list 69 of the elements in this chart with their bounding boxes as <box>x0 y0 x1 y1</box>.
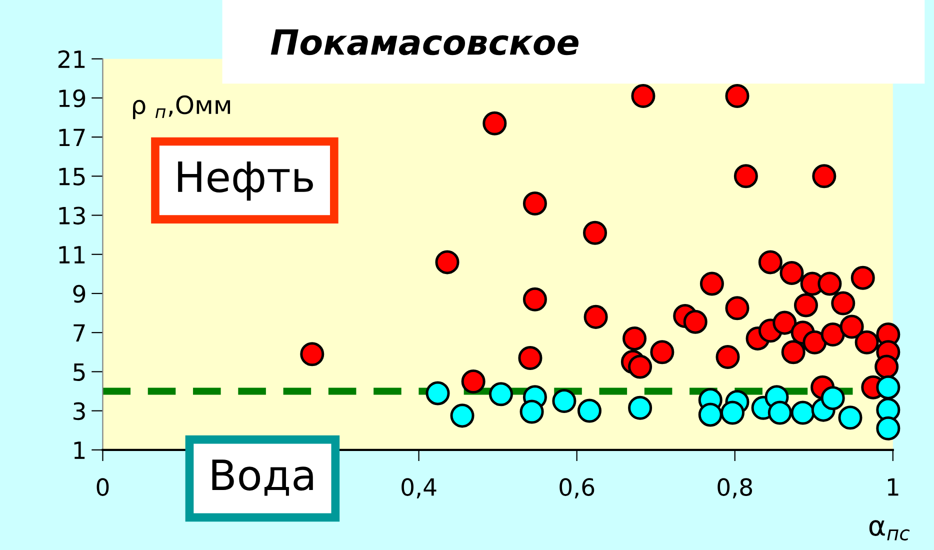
point <box>698 402 722 427</box>
point <box>450 404 474 428</box>
point <box>850 266 875 290</box>
point <box>683 310 708 334</box>
point <box>820 386 845 410</box>
point <box>700 272 724 296</box>
point <box>552 389 576 414</box>
y-tick-label: 7 <box>74 324 85 342</box>
point <box>482 111 507 136</box>
point <box>622 326 647 350</box>
point <box>584 304 608 329</box>
point <box>758 250 782 274</box>
text: Вода <box>212 460 313 496</box>
point <box>781 340 806 364</box>
point <box>838 406 862 430</box>
x-tick-label: 0 <box>96 478 109 496</box>
y-tick-label: 11 <box>59 246 85 264</box>
point <box>734 164 758 188</box>
point <box>461 369 486 394</box>
point <box>583 220 608 245</box>
point <box>820 322 845 347</box>
point <box>831 291 856 316</box>
point <box>426 381 450 406</box>
y-tick-label: 5 <box>74 363 85 381</box>
y-tick-label: 9 <box>73 284 86 303</box>
point <box>520 400 544 424</box>
point <box>790 400 815 425</box>
x-tick-label: 0,8 <box>718 478 752 498</box>
point <box>716 345 740 370</box>
point <box>874 354 899 379</box>
point <box>650 340 674 364</box>
point <box>518 346 542 370</box>
y-tick-label: 15 <box>59 168 85 186</box>
point <box>435 250 460 274</box>
y-tick-label: 17 <box>59 128 85 146</box>
y-tick-label: 13 <box>59 206 85 225</box>
y-tick-label: 1 <box>74 442 85 459</box>
point <box>577 398 602 423</box>
y-tick-label: 3 <box>74 402 85 420</box>
x-tick-label: 1 <box>888 478 898 496</box>
point <box>818 272 842 296</box>
point <box>794 293 818 318</box>
point <box>768 400 792 425</box>
point <box>876 416 900 440</box>
point <box>725 296 750 320</box>
y-tick-label: 21 <box>58 50 85 68</box>
point <box>725 84 750 108</box>
x-tick-label: 0,4 <box>402 478 436 498</box>
point <box>854 330 879 354</box>
point <box>628 354 652 379</box>
chart-title: Покамасовское <box>270 29 578 56</box>
y-tick-label: 19 <box>59 89 86 108</box>
y-axis-title: ρ $_{п}$,Омм <box>133 95 230 120</box>
point <box>522 192 547 216</box>
point <box>488 382 513 406</box>
point <box>720 400 745 425</box>
point <box>812 164 836 188</box>
x-axis-title: α$_{пс}$ <box>869 520 910 540</box>
annotation: Нефть <box>178 162 313 201</box>
point <box>522 287 547 312</box>
point <box>628 396 652 420</box>
point <box>631 84 656 108</box>
point <box>876 375 900 400</box>
point <box>772 310 797 335</box>
point <box>840 314 864 339</box>
point <box>802 330 827 354</box>
x-tick-label: 0,6 <box>560 478 594 498</box>
point <box>300 342 324 366</box>
point <box>780 260 804 285</box>
